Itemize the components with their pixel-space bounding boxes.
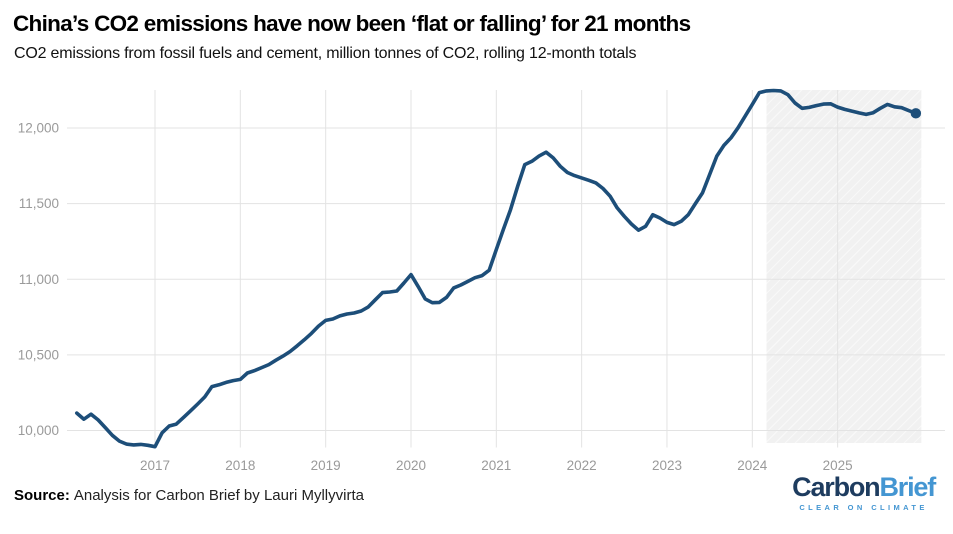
y-axis-tick-labels: 10,000 10,500 11,000 11,500 12,000 (18, 121, 59, 439)
end-dot (910, 108, 922, 119)
chart-title: China’s CO2 emissions have now been ‘fla… (13, 11, 691, 36)
x-tick-label: 2017 (140, 458, 170, 473)
series-path (75, 88, 918, 449)
y-tick-label: 11,000 (19, 272, 59, 287)
source-note: Source: Analysis for Carbon Brief by Laur… (14, 487, 364, 504)
x-tick-label: 2019 (311, 458, 341, 473)
source-text: Analysis for Carbon Brief by Lauri Mylly… (73, 487, 364, 504)
x-tick-label: 2020 (396, 458, 426, 473)
x-tick-label: 2024 (737, 458, 768, 473)
logo-tagline: CLEAR ON CLIMATE (799, 503, 928, 512)
x-tick-label: 2018 (225, 458, 255, 473)
y-tick-label: 10,000 (18, 423, 59, 438)
x-tick-label: 2025 (823, 458, 853, 473)
x-tick-label: 2021 (481, 458, 511, 473)
logo-wordmark: CarbonBrief (792, 472, 936, 502)
emissions-series-line (75, 88, 918, 449)
latest-value-dot (910, 108, 922, 119)
x-axis-tick-labels: 2017 2018 2019 2020 2021 2022 2023 2024 2025 (140, 458, 853, 473)
x-tick-label: 2022 (567, 458, 597, 473)
carbonbrief-logo: CarbonBrief CLEAR ON CLIMATE (792, 472, 936, 512)
x-tick-label: 2023 (652, 458, 682, 473)
forecast-shaded-region (766, 90, 922, 443)
logo-carbon: Carbon (792, 472, 881, 502)
y-tick-label: 11,500 (19, 196, 59, 211)
shade-rect (766, 90, 922, 443)
logo-brief: Brief (879, 472, 936, 502)
chart-subtitle: CO2 emissions from fossil fuels and ceme… (14, 45, 637, 62)
gridlines (67, 90, 945, 448)
source-label: Source: (14, 487, 70, 504)
y-tick-label: 12,000 (18, 121, 59, 136)
y-tick-label: 10,500 (18, 347, 59, 362)
